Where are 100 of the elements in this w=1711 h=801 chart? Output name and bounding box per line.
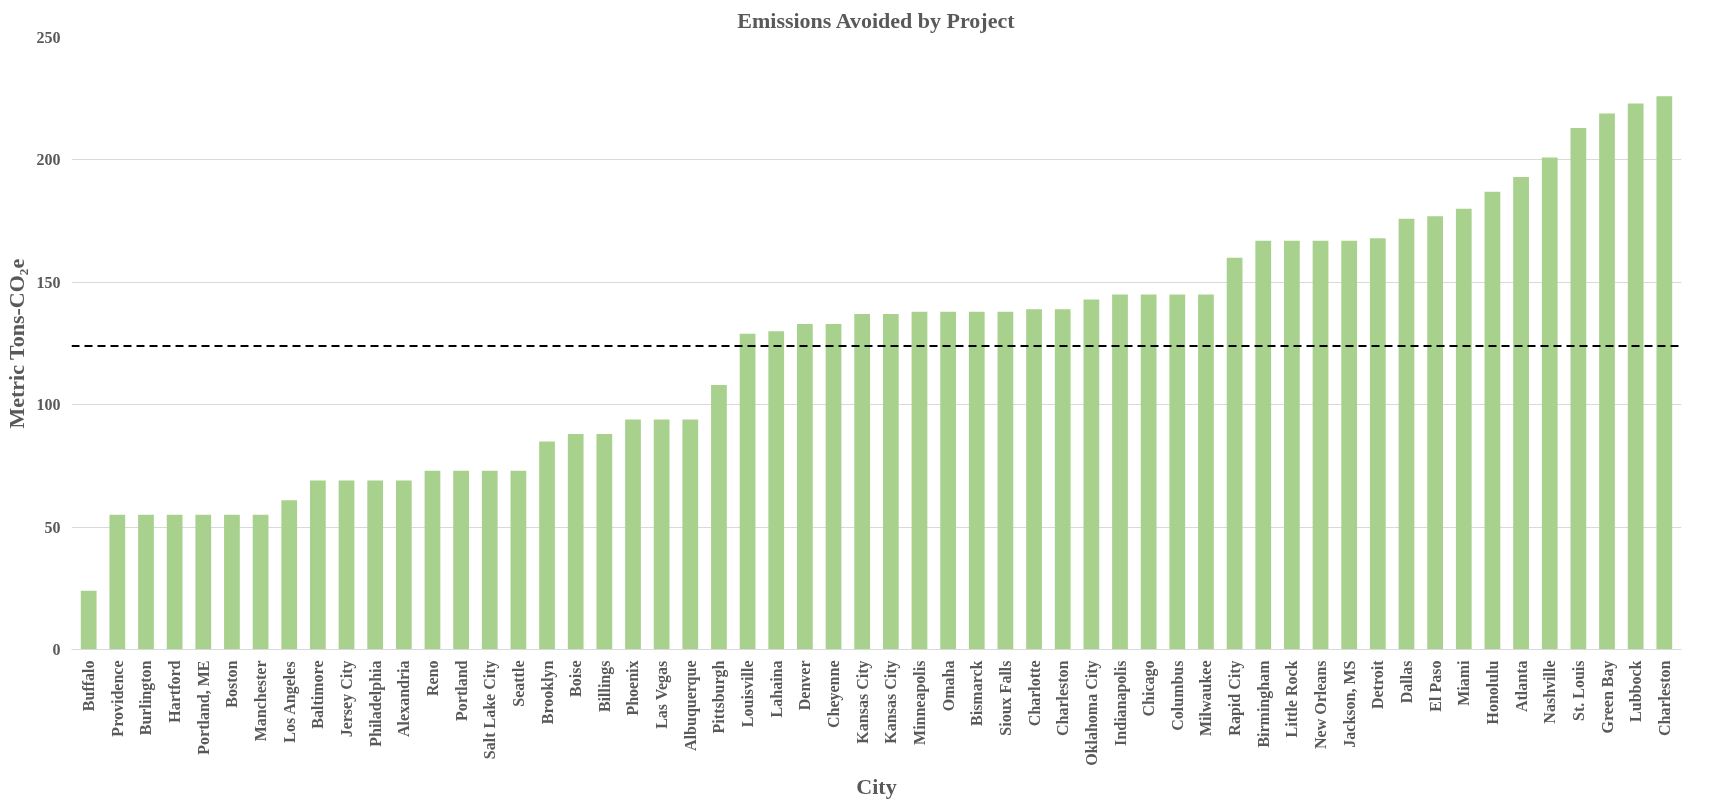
y-axis-title: Metric Tons-CO₂e (3, 258, 29, 429)
bar (1369, 238, 1386, 650)
x-tick-label: Louisville (739, 660, 757, 728)
bar (338, 480, 355, 650)
x-tick-label: Jackson, MS (1340, 660, 1358, 748)
chart-title: Emissions Avoided by Project (737, 7, 1016, 33)
bar (882, 314, 899, 650)
bar (1599, 113, 1615, 650)
bar (1284, 240, 1300, 650)
bar (968, 311, 985, 650)
bar (1455, 208, 1472, 650)
x-tick-label: Buffalo (80, 660, 98, 712)
x-tick-label: Pittsburgh (710, 660, 729, 734)
bar (1255, 240, 1272, 650)
x-axis-title: City (856, 773, 897, 799)
x-tick-label: Honolulu (1483, 660, 1501, 725)
bar (166, 514, 183, 650)
x-tick-label: Denver (796, 660, 814, 711)
bar (252, 514, 269, 650)
bar (911, 311, 928, 650)
x-tick-label: Hartford (166, 660, 184, 723)
x-tick-label: Portland (452, 660, 470, 721)
x-tick-label: Los Angeles (280, 661, 299, 743)
y-tick-label: 200 (36, 151, 61, 169)
bar (1140, 294, 1157, 650)
y-tick-label: 150 (36, 273, 61, 291)
bar (453, 470, 469, 650)
bar (1054, 309, 1071, 650)
bar (1513, 177, 1529, 650)
x-tick-label: Albuquerque (681, 660, 700, 751)
bar (596, 434, 613, 650)
x-tick-label: Burlington (137, 660, 156, 736)
x-tick-label: Chicago (1140, 660, 1159, 717)
x-tick-label: Providence (108, 660, 126, 737)
x-tick-label: Lubbock (1627, 660, 1645, 722)
bar (1541, 157, 1558, 650)
bar (1656, 96, 1673, 650)
bar (138, 514, 154, 650)
x-tick-label: Columbus (1168, 660, 1186, 731)
bar (539, 441, 555, 650)
bar (1627, 103, 1644, 650)
bar (940, 311, 956, 650)
bar (281, 500, 298, 650)
x-tick-label: Kansas City (853, 660, 872, 744)
x-tick-label: Baltimore (309, 660, 327, 729)
bar (481, 470, 498, 650)
x-tick-label: Cheyenne (825, 660, 844, 729)
bar (854, 314, 871, 650)
x-tick-label: Seattle (509, 660, 527, 707)
x-tick-label: Green Bay (1598, 660, 1617, 734)
x-tick-label: Kansas City (882, 660, 901, 744)
bar (1312, 240, 1329, 650)
x-tick-label: Bismarck (968, 660, 986, 726)
x-tick-label: Birmingham (1254, 659, 1273, 748)
x-tick-label: Boise (567, 660, 585, 697)
x-tick-label: Sioux Falls (996, 660, 1014, 736)
bar (1427, 216, 1444, 650)
bar (768, 331, 785, 650)
bar (1484, 191, 1501, 650)
bar (739, 333, 756, 650)
bar (1026, 309, 1042, 650)
x-tick-label: Omaha (939, 660, 957, 712)
bar (567, 434, 584, 650)
x-tick-label: Alexandria (395, 660, 413, 737)
bar (109, 514, 126, 650)
bar (395, 480, 412, 650)
bar (711, 385, 727, 650)
bar (424, 470, 441, 650)
x-tick-label: New Orleans (1312, 660, 1330, 749)
bar (1226, 257, 1243, 650)
bar (825, 323, 842, 650)
bar (1570, 128, 1587, 650)
x-tick-label: Oklahoma City (1082, 660, 1101, 766)
x-tick-label: El Paso (1426, 660, 1444, 712)
x-tick-label: Charlotte (1025, 660, 1043, 727)
x-tick-label: Charleston (1054, 660, 1072, 737)
x-tick-label: Phoenix (624, 660, 642, 716)
bar (1341, 240, 1358, 650)
bar (1398, 218, 1415, 650)
x-tick-label: Indianapolis (1111, 660, 1130, 746)
x-tick-label: Philadelphia (366, 660, 385, 747)
bar (1083, 299, 1100, 650)
y-tick-label: 50 (44, 518, 61, 536)
bar (653, 419, 670, 650)
x-tick-label: Milwaukee (1197, 660, 1215, 737)
bar (682, 419, 699, 650)
x-tick-label: Dallas (1397, 660, 1415, 704)
y-tick-label: 250 (36, 29, 61, 46)
x-tick-label: Manchester (252, 660, 270, 742)
x-tick-label: Miami (1455, 659, 1473, 706)
bar (1169, 294, 1186, 650)
bar (309, 480, 326, 650)
x-tick-label: Boston (223, 660, 241, 708)
bar (510, 470, 527, 650)
x-tick-label: Billings (595, 660, 614, 713)
y-tick-label: 100 (36, 396, 61, 414)
x-tick-label: Nashville (1541, 660, 1559, 724)
y-tick-label: 0 (52, 641, 61, 658)
x-tick-label: Reno (423, 660, 441, 697)
bar (997, 311, 1014, 650)
